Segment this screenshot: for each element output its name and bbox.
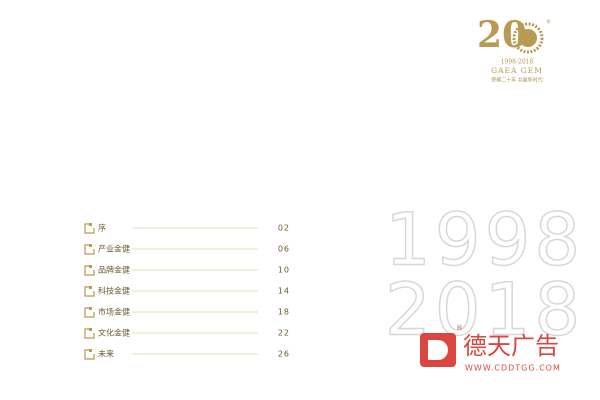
toc-icon-dot bbox=[89, 307, 92, 310]
watermark-icon-mark bbox=[428, 340, 448, 360]
logo-emblem bbox=[512, 22, 544, 54]
toc-icon bbox=[84, 244, 95, 255]
watermark-url: WWW.CDDTGG.COM bbox=[465, 364, 561, 373]
toc-icon bbox=[84, 349, 95, 360]
toc-icon bbox=[84, 307, 95, 318]
toc-icon bbox=[84, 286, 95, 297]
logo-years: 1998-2018 bbox=[501, 59, 534, 66]
logo-slogan: 荣耀二十年 共赢新时代 bbox=[491, 77, 543, 84]
toc-icon bbox=[84, 328, 95, 339]
toc-icon-dot bbox=[89, 244, 92, 247]
watermark-registered: ® bbox=[456, 324, 463, 332]
toc-icon-dot bbox=[89, 265, 92, 268]
toc-page: 10 bbox=[278, 266, 290, 275]
toc-title: 产业金健 bbox=[98, 244, 130, 254]
logo-emblem-core bbox=[519, 29, 537, 47]
watermark: 德天广告 ® WWW.CDDTGG.COM bbox=[420, 324, 561, 373]
toc-page: 26 bbox=[278, 350, 290, 359]
toc-icon-dot bbox=[89, 223, 92, 226]
decor-start-year: 1998 bbox=[385, 198, 584, 282]
toc-icon bbox=[84, 265, 95, 276]
toc-icon-dot bbox=[89, 328, 92, 331]
toc-icon bbox=[84, 223, 95, 234]
toc-page: 22 bbox=[278, 329, 290, 338]
toc-page: 02 bbox=[278, 224, 290, 233]
toc-title: 科技金健 bbox=[98, 286, 130, 296]
toc-page: 06 bbox=[278, 245, 290, 254]
toc-page: 18 bbox=[278, 308, 290, 317]
decor-end-year: 2018 bbox=[385, 268, 584, 352]
toc-title: 未来 bbox=[98, 349, 114, 359]
toc-icon-dot bbox=[89, 286, 92, 289]
logo: 20 ® 1998-2018 GAEA GEM 荣耀二十年 共赢新时代 bbox=[477, 14, 551, 84]
watermark-name: 德天广告 bbox=[463, 332, 559, 360]
toc-title: 品牌金健 bbox=[98, 265, 130, 275]
toc-title: 序 bbox=[98, 223, 106, 233]
table-of-contents: 序 02 产业金健 06 品牌金健 10 科技金健 14 市场金健 18 文化金健 22 未来 26 bbox=[84, 223, 290, 360]
toc-title: 市场金健 bbox=[98, 307, 130, 317]
logo-brand: GAEA GEM bbox=[491, 66, 543, 75]
toc-title: 文化金健 bbox=[98, 328, 130, 338]
toc-page: 14 bbox=[278, 287, 290, 296]
toc-icon-dot bbox=[89, 349, 92, 352]
logo-registered: ® bbox=[546, 19, 551, 26]
